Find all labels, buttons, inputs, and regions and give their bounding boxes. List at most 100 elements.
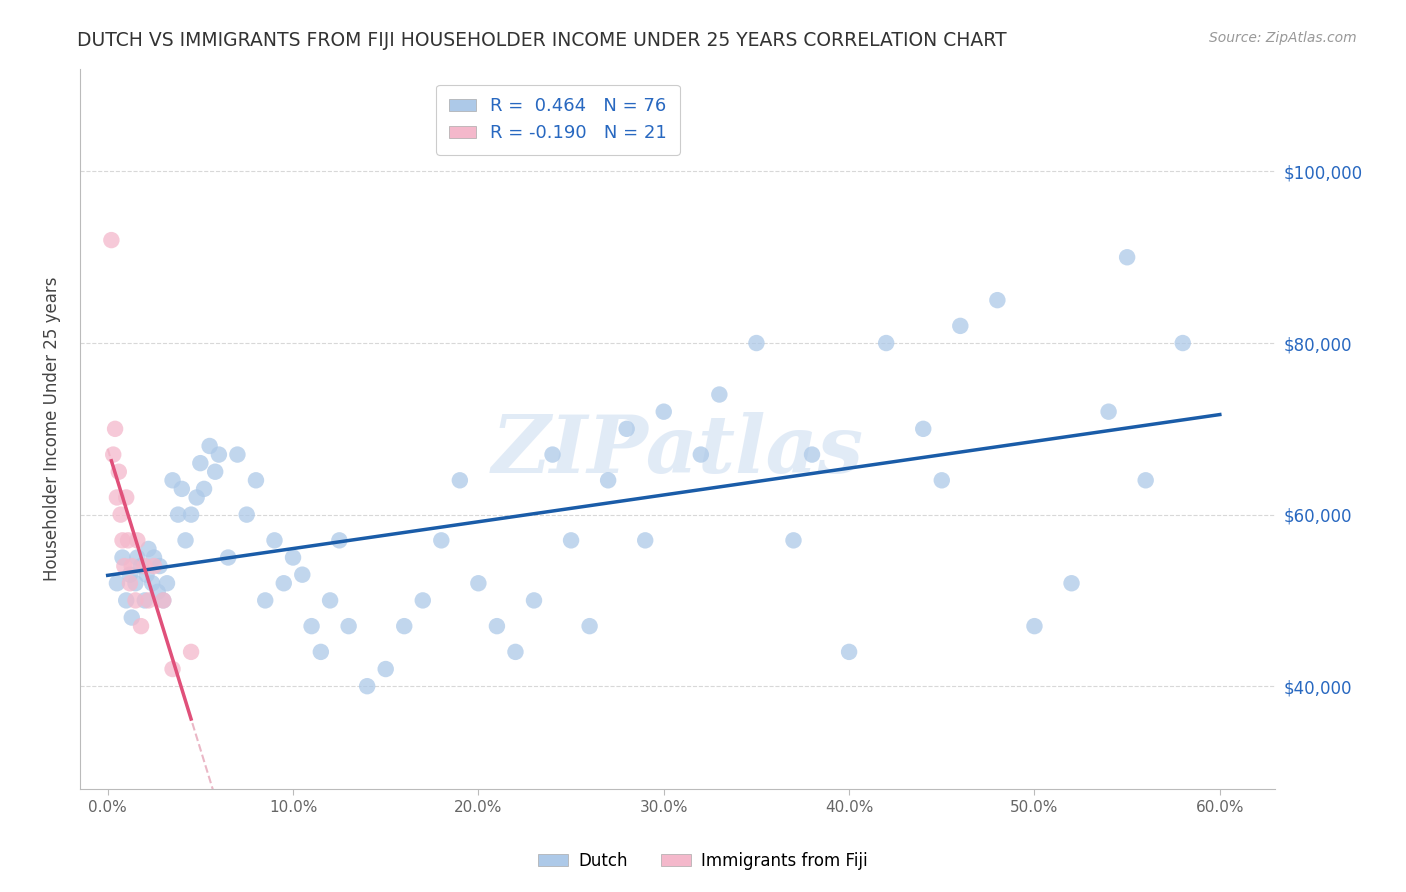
Point: [152, 593, 174, 607]
Point: [217, 550, 239, 565]
Point: [226, 448, 249, 462]
Point: [986, 293, 1008, 307]
Legend: Dutch, Immigrants from Fiji: Dutch, Immigrants from Fiji: [531, 846, 875, 877]
Point: [652, 405, 675, 419]
Point: [912, 422, 935, 436]
Point: [134, 559, 156, 574]
Point: [235, 508, 257, 522]
Point: [291, 567, 314, 582]
Point: [281, 550, 304, 565]
Point: [124, 593, 146, 607]
Legend: R =  0.464   N = 76, R = -0.190   N = 21: R = 0.464 N = 76, R = -0.190 N = 21: [436, 85, 681, 155]
Point: [124, 576, 146, 591]
Point: [174, 533, 197, 548]
Point: [162, 662, 184, 676]
Point: [138, 541, 160, 556]
Point: [115, 593, 138, 607]
Point: [875, 336, 897, 351]
Text: ZIPatlas: ZIPatlas: [492, 412, 863, 489]
Point: [949, 318, 972, 333]
Point: [1060, 576, 1083, 591]
Point: [319, 593, 342, 607]
Point: [148, 559, 170, 574]
Point: [1135, 473, 1157, 487]
Point: [337, 619, 360, 633]
Point: [129, 619, 152, 633]
Point: [103, 448, 125, 462]
Point: [505, 645, 527, 659]
Point: [143, 559, 166, 574]
Point: [430, 533, 453, 548]
Point: [127, 550, 149, 565]
Point: [121, 559, 143, 574]
Point: [186, 491, 208, 505]
Point: [356, 679, 378, 693]
Point: [328, 533, 350, 548]
Point: [107, 465, 129, 479]
Point: [162, 473, 184, 487]
Point: [254, 593, 277, 607]
Point: [301, 619, 323, 633]
Point: [1116, 250, 1139, 264]
Point: [745, 336, 768, 351]
Point: [598, 473, 620, 487]
Point: [127, 533, 149, 548]
Point: [245, 473, 267, 487]
Point: [193, 482, 215, 496]
Point: [838, 645, 860, 659]
Point: [135, 567, 157, 582]
Point: [578, 619, 600, 633]
Point: [541, 448, 564, 462]
Point: [100, 233, 122, 247]
Point: [263, 533, 285, 548]
Point: [152, 593, 174, 607]
Point: [111, 550, 134, 565]
Point: [560, 533, 582, 548]
Point: [449, 473, 471, 487]
Point: [412, 593, 434, 607]
Point: [485, 619, 508, 633]
Point: [118, 576, 141, 591]
Point: [801, 448, 824, 462]
Point: [634, 533, 657, 548]
Point: [115, 491, 138, 505]
Point: [523, 593, 546, 607]
Point: [138, 593, 160, 607]
Point: [689, 448, 711, 462]
Point: [1024, 619, 1046, 633]
Point: [146, 584, 169, 599]
Point: [118, 567, 141, 582]
Point: [309, 645, 332, 659]
Point: [167, 508, 190, 522]
Text: Source: ZipAtlas.com: Source: ZipAtlas.com: [1209, 31, 1357, 45]
Point: [110, 508, 132, 522]
Point: [931, 473, 953, 487]
Point: [467, 576, 489, 591]
Point: [105, 491, 128, 505]
Point: [616, 422, 638, 436]
Point: [143, 550, 166, 565]
Point: [104, 422, 127, 436]
Point: [782, 533, 804, 548]
Point: [188, 456, 211, 470]
Point: [180, 645, 202, 659]
Point: [134, 593, 156, 607]
Point: [1097, 405, 1119, 419]
Point: [105, 576, 128, 591]
Point: [111, 533, 134, 548]
Point: [709, 387, 731, 401]
Point: [180, 508, 202, 522]
Point: [156, 576, 179, 591]
Point: [394, 619, 416, 633]
Point: [121, 610, 143, 624]
Point: [204, 465, 226, 479]
Point: [112, 559, 135, 574]
Point: [273, 576, 295, 591]
Text: DUTCH VS IMMIGRANTS FROM FIJI HOUSEHOLDER INCOME UNDER 25 YEARS CORRELATION CHAR: DUTCH VS IMMIGRANTS FROM FIJI HOUSEHOLDE…: [77, 31, 1007, 50]
Y-axis label: Householder Income Under 25 years: Householder Income Under 25 years: [44, 277, 60, 581]
Point: [208, 448, 231, 462]
Point: [129, 559, 152, 574]
Point: [374, 662, 396, 676]
Point: [198, 439, 221, 453]
Point: [1171, 336, 1194, 351]
